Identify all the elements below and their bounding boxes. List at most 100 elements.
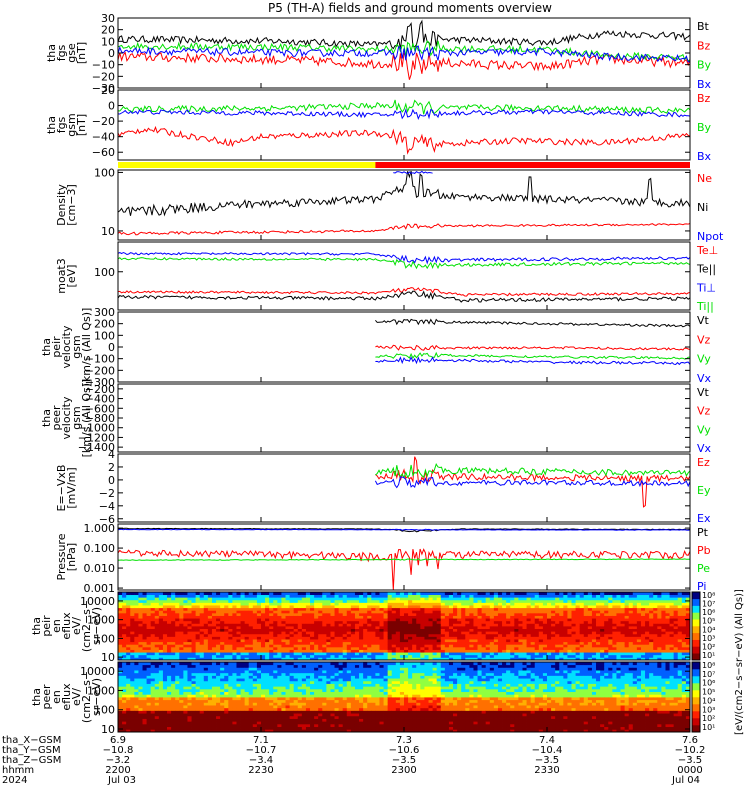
eflux-cell [211, 639, 217, 643]
eflux-cell [514, 592, 519, 596]
eflux-cell [587, 631, 593, 635]
eflux-cell [118, 631, 123, 635]
eflux-cell [432, 592, 438, 596]
eflux-cell [346, 618, 352, 622]
eflux-cell [138, 615, 143, 619]
eflux-cell [150, 713, 156, 717]
eflux-cell [628, 612, 634, 616]
eflux-cell [162, 707, 168, 711]
eflux-cell [514, 626, 519, 630]
eflux-cell [346, 652, 352, 656]
eflux-cell [669, 599, 675, 603]
eflux-cell [211, 628, 217, 632]
eflux-cell [146, 702, 152, 706]
eflux-cell [440, 636, 446, 640]
eflux-cell [600, 612, 605, 616]
eflux-cell [677, 620, 683, 624]
eflux-cell [244, 713, 250, 717]
eflux-cell [399, 628, 405, 632]
eflux-cell [146, 612, 152, 616]
eflux-cell [273, 639, 278, 643]
eflux-cell [232, 678, 237, 682]
eflux-cell [399, 602, 405, 606]
eflux-cell [224, 713, 229, 717]
eflux-cell [436, 639, 442, 643]
eflux-cell [432, 652, 438, 656]
eflux-cell [457, 610, 462, 614]
eflux-cell [138, 641, 143, 645]
eflux-cell [203, 667, 209, 671]
eflux-cell [453, 646, 458, 650]
eflux-cell [187, 610, 192, 614]
eflux-cell [330, 631, 335, 635]
eflux-cell [224, 633, 229, 637]
eflux-cell [338, 646, 344, 650]
eflux-cell [277, 664, 282, 668]
eflux-cell [305, 597, 311, 601]
eflux-cell [175, 678, 180, 682]
eflux-cell [383, 654, 389, 658]
eflux-cell [293, 618, 299, 622]
eflux-cell [510, 649, 515, 653]
eflux-cell [436, 602, 442, 606]
eflux-cell [273, 713, 278, 717]
eflux-cell [387, 654, 393, 658]
eflux-cell [162, 626, 168, 630]
eflux-cell [297, 631, 303, 635]
eflux-cell [571, 633, 576, 637]
eflux-cell [547, 602, 552, 606]
eflux-cell [285, 626, 290, 630]
ytick-label: −400 [85, 393, 115, 406]
eflux-cell [179, 626, 184, 630]
eflux-cell [240, 713, 246, 717]
eflux-cell [632, 657, 638, 661]
eflux-cell [489, 620, 495, 624]
eflux-cell [224, 662, 229, 666]
eflux-cell [334, 633, 340, 637]
eflux-cell [187, 686, 192, 690]
eflux-cell [126, 686, 131, 690]
eflux-cell [207, 615, 213, 619]
eflux-cell [224, 718, 229, 722]
eflux-cell [273, 612, 278, 616]
eflux-cell [371, 594, 376, 598]
eflux-cell [183, 721, 188, 725]
eflux-cell [220, 654, 225, 658]
eflux-cell [273, 723, 278, 728]
eflux-cell [167, 602, 172, 606]
eflux-cell [293, 646, 299, 650]
eflux-cell [563, 618, 568, 622]
eflux-cell [207, 618, 213, 622]
eflux-cell [228, 699, 233, 703]
eflux-cell [228, 628, 233, 632]
eflux-cell [432, 657, 438, 661]
eflux-cell [665, 654, 670, 658]
eflux-cell [162, 615, 168, 619]
eflux-cell [265, 652, 270, 656]
eflux-cell [342, 618, 348, 622]
eflux-cell [547, 597, 552, 601]
eflux-cell [383, 599, 389, 603]
eflux-cell [138, 652, 143, 656]
eflux-cell [379, 605, 384, 609]
eflux-cell [653, 620, 658, 624]
eflux-cell [167, 649, 172, 653]
eflux-cell [273, 633, 278, 637]
legend-Bt: Bt [697, 20, 710, 33]
eflux-cell [220, 592, 225, 596]
eflux-cell [600, 597, 605, 601]
eflux-cell [207, 631, 213, 635]
eflux-cell [203, 699, 209, 703]
eflux-cell [146, 646, 152, 650]
eflux-cell [379, 652, 384, 656]
eflux-cell [265, 597, 270, 601]
eflux-cell [207, 694, 213, 698]
eflux-cell [387, 649, 393, 653]
eflux-cell [203, 628, 209, 632]
eflux-cell [477, 639, 483, 643]
eflux-cell [191, 678, 197, 682]
eflux-cell [305, 594, 311, 598]
eflux-cell [338, 602, 344, 606]
eflux-cell [297, 646, 303, 650]
eflux-cell [506, 646, 511, 650]
